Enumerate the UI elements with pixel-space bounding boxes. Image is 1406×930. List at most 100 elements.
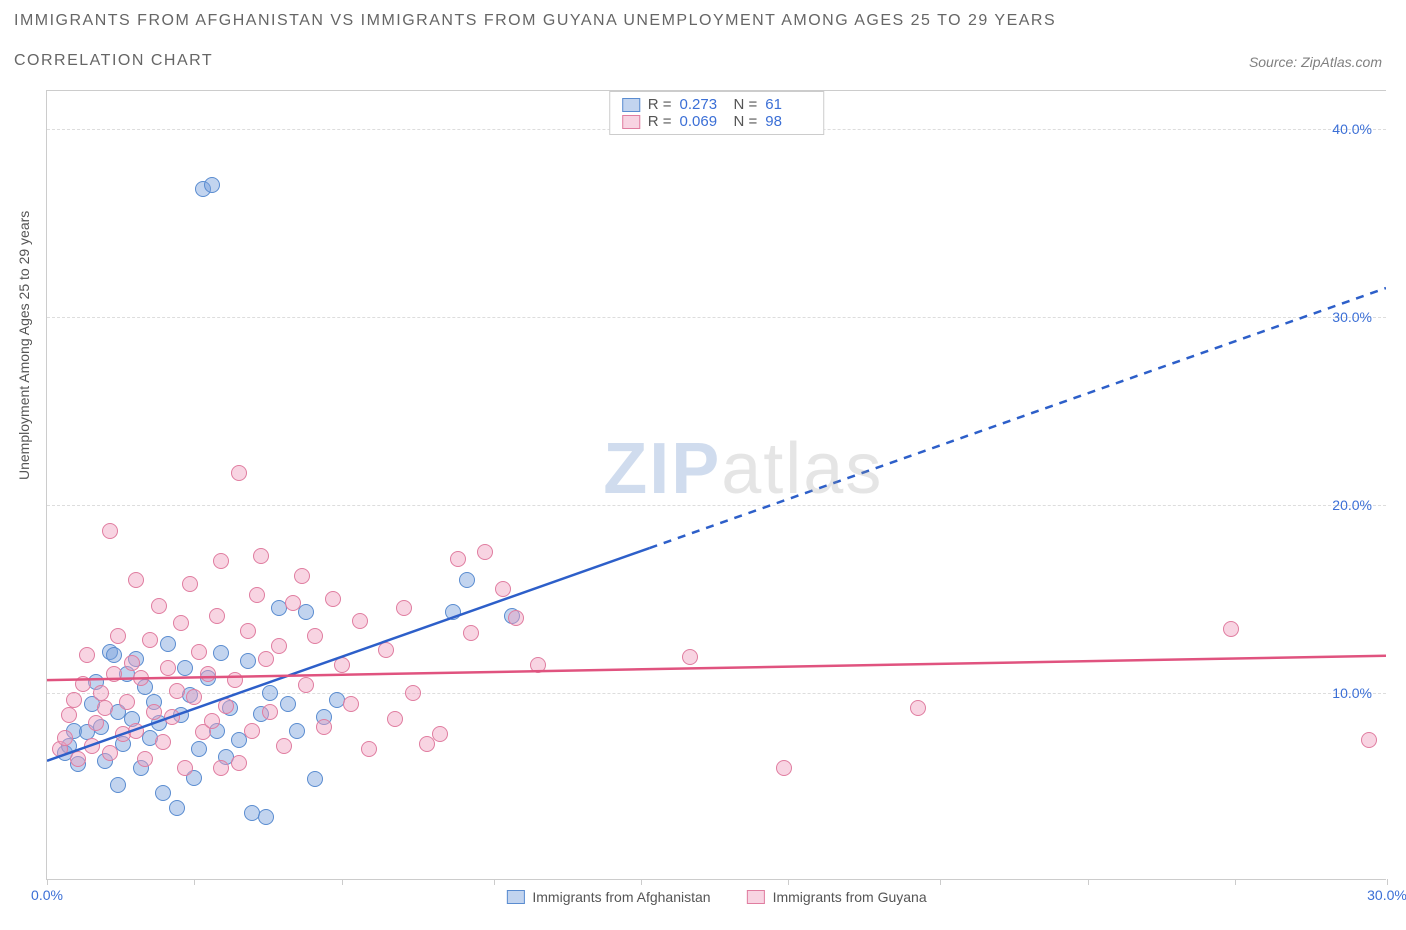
chart-title-line1: IMMIGRANTS FROM AFGHANISTAN VS IMMIGRANT…	[14, 12, 1056, 30]
data-point-afghanistan	[240, 653, 256, 669]
data-point-guyana	[307, 628, 323, 644]
n-label: N =	[734, 96, 758, 113]
gridline	[47, 505, 1386, 506]
data-point-guyana	[102, 745, 118, 761]
x-tick	[47, 879, 48, 885]
data-point-afghanistan	[445, 604, 461, 620]
data-point-guyana	[378, 642, 394, 658]
x-tick	[1387, 879, 1388, 885]
data-point-guyana	[240, 623, 256, 639]
data-point-guyana	[1223, 621, 1239, 637]
data-point-guyana	[910, 700, 926, 716]
data-point-guyana	[396, 600, 412, 616]
data-point-guyana	[119, 694, 135, 710]
data-point-guyana	[84, 738, 100, 754]
data-point-guyana	[271, 638, 287, 654]
swatch-guyana	[622, 115, 640, 129]
data-point-guyana	[325, 591, 341, 607]
data-point-guyana	[508, 610, 524, 626]
data-point-guyana	[387, 711, 403, 727]
data-point-guyana	[450, 551, 466, 567]
data-point-afghanistan	[298, 604, 314, 620]
data-point-guyana	[169, 683, 185, 699]
n-label: N =	[734, 113, 758, 130]
data-point-guyana	[70, 751, 86, 767]
x-tick	[1235, 879, 1236, 885]
data-point-afghanistan	[280, 696, 296, 712]
stats-row-guyana: R =0.069N =98	[622, 113, 812, 130]
data-point-guyana	[258, 651, 274, 667]
legend-item-afghanistan: Immigrants from Afghanistan	[506, 889, 710, 905]
legend-swatch-guyana	[747, 890, 765, 904]
y-axis-label: Unemployment Among Ages 25 to 29 years	[16, 211, 32, 480]
stats-row-afghanistan: R =0.273N =61	[622, 96, 812, 113]
data-point-guyana	[204, 713, 220, 729]
data-point-afghanistan	[213, 645, 229, 661]
data-point-guyana	[155, 734, 171, 750]
data-point-guyana	[173, 615, 189, 631]
legend-swatch-afghanistan	[506, 890, 524, 904]
data-point-guyana	[213, 553, 229, 569]
series-legend: Immigrants from Afghanistan Immigrants fr…	[506, 889, 926, 905]
data-point-guyana	[146, 704, 162, 720]
data-point-guyana	[530, 657, 546, 673]
data-point-guyana	[182, 576, 198, 592]
data-point-guyana	[137, 751, 153, 767]
data-point-guyana	[133, 670, 149, 686]
x-tick	[1088, 879, 1089, 885]
data-point-afghanistan	[106, 647, 122, 663]
data-point-guyana	[110, 628, 126, 644]
gridline	[47, 317, 1386, 318]
data-point-afghanistan	[177, 660, 193, 676]
data-point-afghanistan	[169, 800, 185, 816]
r-label: R =	[648, 96, 672, 113]
y-tick-label: 20.0%	[1332, 497, 1372, 513]
data-point-guyana	[218, 698, 234, 714]
data-point-guyana	[200, 666, 216, 682]
data-point-guyana	[432, 726, 448, 742]
x-tick	[641, 879, 642, 885]
data-point-guyana	[253, 548, 269, 564]
data-point-guyana	[231, 755, 247, 771]
stats-legend-box: R =0.273N =61R =0.069N =98	[609, 91, 825, 135]
data-point-guyana	[57, 730, 73, 746]
data-point-guyana	[186, 689, 202, 705]
data-point-guyana	[276, 738, 292, 754]
data-point-guyana	[142, 632, 158, 648]
n-value-guyana: 98	[765, 113, 811, 130]
data-point-afghanistan	[191, 741, 207, 757]
data-point-guyana	[477, 544, 493, 560]
swatch-afghanistan	[622, 98, 640, 112]
data-point-guyana	[151, 598, 167, 614]
data-point-guyana	[75, 676, 91, 692]
data-point-guyana	[93, 685, 109, 701]
data-point-afghanistan	[262, 685, 278, 701]
data-point-guyana	[1361, 732, 1377, 748]
data-point-guyana	[97, 700, 113, 716]
x-tick-label: 0.0%	[31, 887, 63, 903]
data-point-guyana	[244, 723, 260, 739]
data-point-afghanistan	[160, 636, 176, 652]
data-point-guyana	[164, 709, 180, 725]
y-tick-label: 40.0%	[1332, 121, 1372, 137]
data-point-afghanistan	[155, 785, 171, 801]
data-point-guyana	[88, 715, 104, 731]
data-point-afghanistan	[110, 777, 126, 793]
data-point-guyana	[682, 649, 698, 665]
legend-item-guyana: Immigrants from Guyana	[747, 889, 927, 905]
y-tick-label: 10.0%	[1332, 685, 1372, 701]
x-tick-label: 30.0%	[1367, 887, 1406, 903]
data-point-guyana	[298, 677, 314, 693]
data-point-guyana	[128, 723, 144, 739]
data-point-guyana	[213, 760, 229, 776]
data-point-guyana	[66, 692, 82, 708]
x-tick	[342, 879, 343, 885]
data-point-guyana	[285, 595, 301, 611]
data-point-guyana	[227, 672, 243, 688]
source-name: ZipAtlas.com	[1301, 54, 1382, 70]
scatter-chart: 10.0%20.0%30.0%40.0%0.0%30.0% ZIPatlas R…	[46, 90, 1386, 880]
x-tick	[194, 879, 195, 885]
chart-title-line2: CORRELATION CHART	[14, 52, 213, 70]
data-point-guyana	[316, 719, 332, 735]
data-point-guyana	[102, 523, 118, 539]
